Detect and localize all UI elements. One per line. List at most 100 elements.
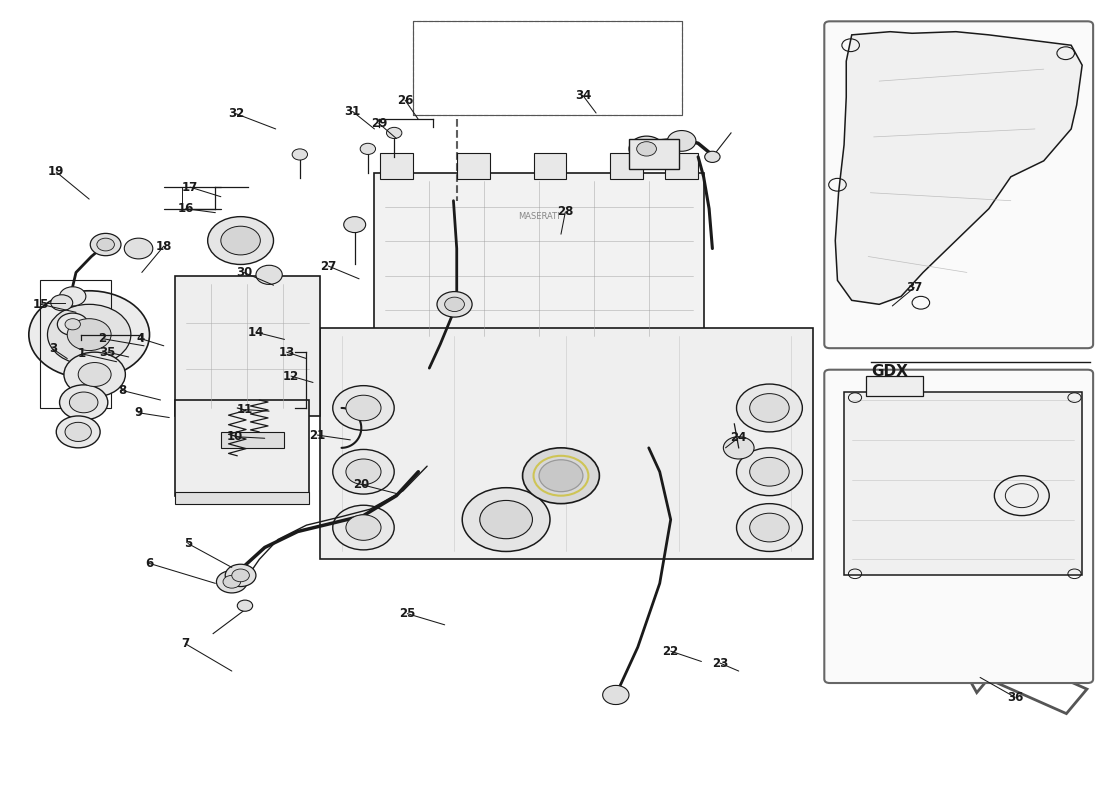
Text: 16: 16 (177, 202, 194, 215)
Circle shape (332, 450, 394, 494)
Circle shape (629, 136, 664, 162)
Text: 22: 22 (662, 645, 679, 658)
Bar (374, 173, 704, 344)
Circle shape (360, 143, 375, 154)
Text: 23: 23 (712, 657, 728, 670)
Text: MASERATI: MASERATI (518, 212, 560, 221)
Circle shape (29, 290, 150, 378)
Text: 18: 18 (155, 240, 172, 253)
Circle shape (59, 286, 86, 306)
Circle shape (737, 504, 802, 551)
Circle shape (59, 385, 108, 420)
Text: 7: 7 (182, 638, 190, 650)
Text: 21: 21 (309, 429, 326, 442)
Bar (221, 432, 285, 448)
Circle shape (47, 304, 131, 365)
Circle shape (668, 130, 696, 151)
Circle shape (345, 459, 381, 485)
Text: 30: 30 (235, 266, 252, 279)
Text: GDX: GDX (871, 364, 909, 379)
Circle shape (65, 318, 80, 330)
Text: 24: 24 (730, 431, 747, 444)
Bar (629, 138, 680, 169)
Bar (175, 277, 320, 416)
Bar (412, 22, 682, 114)
Text: 32: 32 (228, 107, 244, 120)
Circle shape (232, 569, 250, 582)
Text: 27: 27 (320, 259, 337, 273)
Text: 9: 9 (134, 406, 143, 419)
Text: 3: 3 (48, 342, 57, 355)
Text: 2: 2 (98, 332, 107, 345)
Bar (175, 492, 309, 504)
Circle shape (69, 392, 98, 413)
FancyBboxPatch shape (824, 22, 1093, 348)
Circle shape (51, 294, 73, 310)
Circle shape (737, 384, 802, 432)
Circle shape (64, 352, 125, 397)
Circle shape (750, 514, 789, 542)
Circle shape (603, 686, 629, 705)
Text: 15: 15 (33, 298, 50, 311)
Bar (320, 328, 813, 559)
Text: 17: 17 (182, 181, 198, 194)
Text: 19: 19 (48, 166, 65, 178)
Text: ⚜: ⚜ (556, 346, 654, 454)
Circle shape (705, 151, 720, 162)
Circle shape (97, 238, 114, 251)
Circle shape (345, 395, 381, 421)
Circle shape (226, 564, 256, 586)
Text: 6: 6 (145, 557, 154, 570)
Bar (379, 153, 412, 179)
Circle shape (345, 515, 381, 540)
Text: 36: 36 (1006, 691, 1023, 704)
Circle shape (57, 313, 88, 335)
Circle shape (208, 217, 274, 265)
Bar (175, 400, 309, 496)
Text: 31: 31 (344, 105, 361, 118)
Circle shape (332, 386, 394, 430)
Circle shape (56, 416, 100, 448)
Circle shape (256, 266, 283, 285)
Circle shape (437, 291, 472, 317)
Text: a passion for cars since 1985: a passion for cars since 1985 (256, 381, 536, 507)
Text: 28: 28 (558, 206, 573, 218)
Circle shape (750, 458, 789, 486)
Circle shape (343, 217, 365, 233)
Bar (534, 153, 566, 179)
Circle shape (750, 394, 789, 422)
Circle shape (444, 297, 464, 311)
Text: 10: 10 (227, 430, 243, 443)
Circle shape (386, 127, 402, 138)
Text: 8: 8 (118, 384, 127, 397)
Bar (844, 392, 1082, 575)
Text: 11: 11 (236, 403, 253, 416)
Text: 35: 35 (100, 346, 116, 358)
Circle shape (78, 362, 111, 386)
FancyBboxPatch shape (824, 370, 1093, 683)
Circle shape (67, 318, 111, 350)
Circle shape (90, 234, 121, 256)
Circle shape (221, 226, 261, 255)
Circle shape (724, 437, 755, 459)
Circle shape (637, 142, 657, 156)
Text: 29: 29 (371, 117, 387, 130)
Circle shape (293, 149, 308, 160)
Circle shape (522, 448, 600, 504)
Text: 37: 37 (906, 281, 923, 294)
Text: 26: 26 (397, 94, 414, 106)
Bar (866, 376, 923, 396)
Circle shape (124, 238, 153, 259)
Circle shape (480, 501, 532, 538)
Bar (456, 153, 490, 179)
Text: 5: 5 (184, 537, 192, 550)
Text: 20: 20 (353, 478, 370, 491)
Circle shape (238, 600, 253, 611)
Text: 14: 14 (248, 326, 264, 338)
Bar (610, 153, 643, 179)
Circle shape (223, 575, 241, 588)
Text: 12: 12 (283, 370, 299, 382)
Circle shape (332, 506, 394, 550)
Circle shape (65, 422, 91, 442)
Circle shape (462, 488, 550, 551)
